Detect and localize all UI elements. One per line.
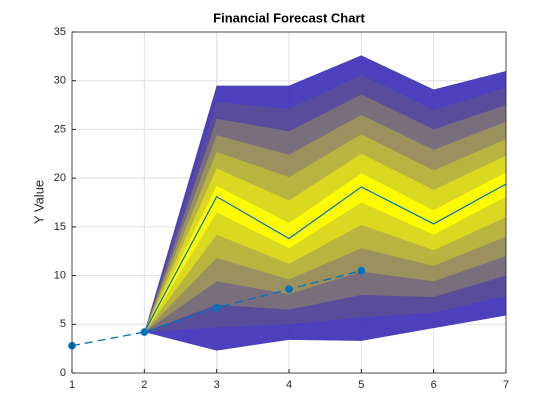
history-marker: [140, 328, 149, 336]
axes-box: [71, 31, 507, 374]
y-tick-label: 15: [54, 221, 66, 233]
median-line: [143, 183, 507, 333]
y-tick-label: 30: [54, 75, 66, 87]
x-tick-label: 4: [286, 379, 292, 391]
y-tick-label: 5: [60, 318, 66, 330]
x-tick-label: 6: [431, 379, 437, 391]
chart-title: Financial Forecast Chart: [213, 10, 365, 25]
y-tick-label: 10: [54, 269, 66, 281]
x-tick-label: 1: [69, 379, 75, 391]
x-tick-label: 3: [214, 379, 220, 391]
y-tick-label: 0: [60, 367, 66, 379]
y-tick-label: 35: [54, 26, 66, 38]
x-tick-label: 2: [141, 379, 147, 391]
history-marker: [357, 266, 366, 275]
fan-band: [144, 172, 507, 333]
history-marker: [212, 303, 221, 312]
y-tick-label: 20: [54, 172, 66, 184]
x-tick-label: 5: [358, 379, 364, 391]
y-axis-label: Y Value: [31, 180, 46, 224]
x-tick-label: 7: [503, 379, 509, 391]
history-marker: [285, 285, 293, 294]
y-tick-label: 25: [54, 123, 66, 135]
